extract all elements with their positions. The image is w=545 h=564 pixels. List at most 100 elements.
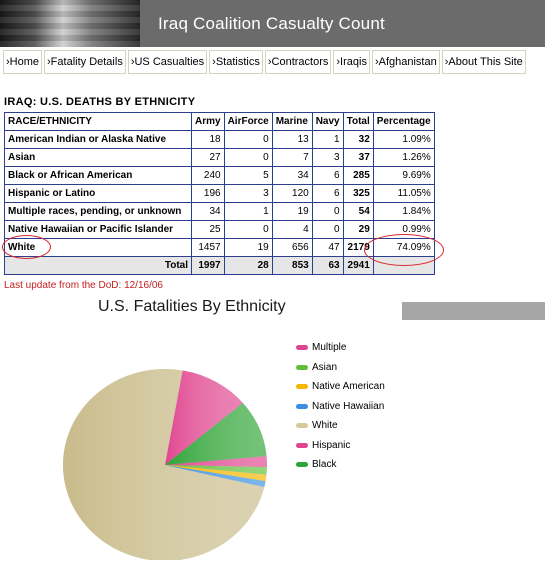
row-label: Multiple races, pending, or unknown (4, 202, 192, 221)
table-row: Asian 27 0 7 3 37 1.26% (4, 148, 435, 167)
cell-marine: 120 (271, 184, 313, 203)
legend-label: Black (312, 459, 337, 471)
col-header: Marine (271, 112, 313, 131)
top-nav: ›Home ›Fatality Details ›US Casualties ›… (3, 50, 528, 76)
legend-item: Hispanic (296, 436, 385, 456)
legend-swatch (296, 442, 308, 448)
cell-navy: 0 (311, 202, 344, 221)
cell-marine: 4 (271, 220, 313, 239)
cell-percentage: 1.09% (372, 130, 435, 149)
nav-home[interactable]: ›Home (3, 50, 43, 74)
table-row: Hispanic or Latino 196 3 120 6 325 11.05… (4, 184, 435, 203)
cell-navy: 1 (311, 130, 344, 149)
nav-iraqis[interactable]: ›Iraqis (333, 50, 370, 74)
table-row: Native Hawaiian or Pacific Islander 25 0… (4, 220, 435, 239)
legend-item: Native American (296, 377, 385, 397)
cell-airforce: 0 (223, 130, 273, 149)
cell-marine: 7 (271, 148, 313, 167)
total-total: 2941 (342, 256, 374, 275)
col-header: Navy (311, 112, 344, 131)
pie-slice-shade (165, 370, 243, 465)
cell-percentage: 9.69% (372, 166, 435, 185)
cell-percentage: 1.84% (372, 202, 435, 221)
cell-marine: 656 (271, 238, 313, 257)
cell-marine: 19 (271, 202, 313, 221)
cell-total: 32 (342, 130, 374, 149)
col-header: RACE/ETHNICITY (4, 112, 192, 131)
row-label: Asian (4, 148, 192, 167)
nav-fatality-details[interactable]: ›Fatality Details (44, 50, 126, 74)
legend-swatch (296, 423, 308, 429)
cell-total: 29 (342, 220, 374, 239)
cell-total: 54 (342, 202, 374, 221)
total-airforce: 28 (223, 256, 273, 275)
nav-about[interactable]: ›About This Site (441, 50, 526, 74)
annotation-circle-percentage (364, 234, 444, 266)
cell-army: 34 (191, 202, 225, 221)
pie-slice-shade (165, 456, 268, 468)
chart-legend: Multiple Asian Native American Native Hawai… (296, 338, 385, 475)
total-army: 1997 (191, 256, 225, 275)
legend-swatch (296, 384, 308, 390)
nav-contractors[interactable]: ›Contractors (264, 50, 332, 74)
cell-percentage: 11.05% (372, 184, 435, 203)
cell-army: 1457 (191, 238, 225, 257)
legend-item: Multiple (296, 338, 385, 358)
cell-total: 37 (342, 148, 374, 167)
cell-navy: 3 (311, 148, 344, 167)
cell-army: 27 (191, 148, 225, 167)
legend-item: Native Hawaiian (296, 397, 385, 417)
cell-navy: 0 (311, 220, 344, 239)
col-header: Percentage (372, 112, 435, 131)
cell-navy: 6 (311, 166, 344, 185)
legend-item: White (296, 416, 385, 436)
legend-swatch (296, 364, 308, 370)
legend-item: Black (296, 455, 385, 475)
pie-chart (63, 369, 268, 560)
legend-label: Hispanic (312, 439, 351, 451)
site-banner: Iraq Coalition Casualty Count (0, 0, 545, 47)
legend-label: White (312, 420, 338, 432)
row-label: Black or African American (4, 166, 192, 185)
cell-airforce: 19 (223, 238, 273, 257)
cell-marine: 34 (271, 166, 313, 185)
table-row: Black or African American 240 5 34 6 285… (4, 166, 435, 185)
cell-airforce: 0 (223, 220, 273, 239)
cell-army: 196 (191, 184, 225, 203)
legend-swatch (296, 403, 308, 409)
cell-airforce: 5 (223, 166, 273, 185)
legend-swatch (296, 462, 308, 468)
total-navy: 63 (311, 256, 344, 275)
nav-us-casualties[interactable]: ›US Casualties (127, 50, 208, 74)
pie-slice-shade (165, 403, 267, 465)
col-header: AirForce (223, 112, 273, 131)
nav-statistics[interactable]: ›Statistics (209, 50, 263, 74)
nav-afghanistan[interactable]: ›Afghanistan (371, 50, 440, 74)
row-label: American Indian or Alaska Native (4, 130, 192, 149)
cell-airforce: 3 (223, 184, 273, 203)
annotation-circle-white (2, 235, 51, 259)
cell-total: 325 (342, 184, 374, 203)
pie-slice-shade (165, 465, 267, 475)
cell-percentage: 1.26% (372, 148, 435, 167)
cell-airforce: 0 (223, 148, 273, 167)
pie-slice-shade (165, 465, 267, 482)
chart-title: U.S. Fatalities By Ethnicity (98, 298, 286, 315)
cell-navy: 6 (311, 184, 344, 203)
legend-swatch (296, 345, 308, 351)
cell-airforce: 1 (223, 202, 273, 221)
section-title: IRAQ: U.S. DEATHS BY ETHNICITY (4, 96, 196, 108)
banner-flag-photo (0, 0, 140, 47)
legend-label: Native American (312, 381, 385, 393)
cell-total: 285 (342, 166, 374, 185)
total-label: Total (4, 256, 192, 275)
table-row: American Indian or Alaska Native 18 0 13… (4, 130, 435, 149)
table-total-row: Total 1997 28 853 63 2941 (4, 256, 435, 275)
legend-label: Multiple (312, 342, 347, 354)
legend-label: Asian (312, 361, 338, 373)
pie-slice-shade (63, 369, 265, 560)
col-header: Total (342, 112, 374, 131)
legend-item: Asian (296, 358, 385, 378)
last-update-text: Last update from the DoD: 12/16/06 (4, 280, 163, 291)
cell-navy: 47 (311, 238, 344, 257)
